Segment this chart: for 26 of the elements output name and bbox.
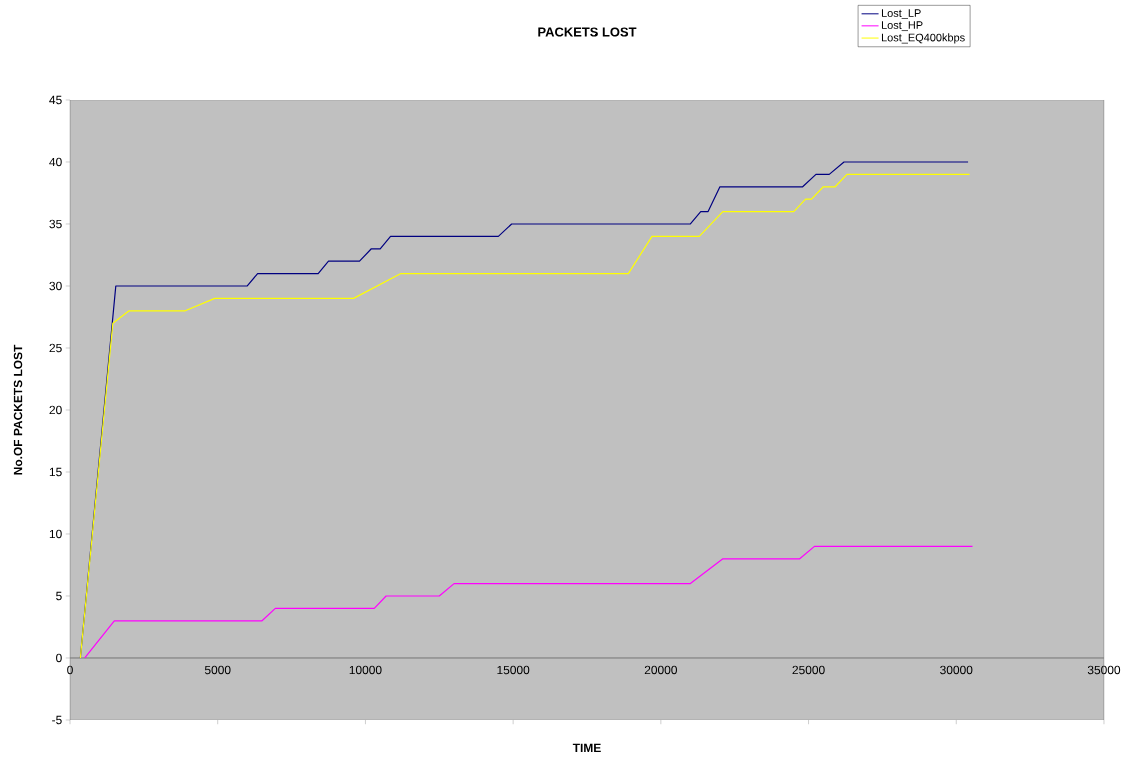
x-tick-label: 25000 bbox=[792, 665, 825, 675]
y-tick-label: 40 bbox=[49, 157, 62, 167]
y-tick-label: 25 bbox=[49, 343, 62, 353]
x-tick-label: 10000 bbox=[349, 665, 382, 675]
y-tick-label: 0 bbox=[56, 653, 62, 663]
x-tick-label: 15000 bbox=[497, 665, 530, 675]
y-tick-label: -5 bbox=[52, 715, 62, 725]
x-tick-label: 20000 bbox=[644, 665, 677, 675]
legend-label: Lost_EQ400kbps bbox=[881, 33, 965, 44]
y-axis-title: No.OF PACKETS LOST bbox=[13, 344, 23, 475]
legend-label: Lost_LP bbox=[881, 9, 921, 20]
y-tick-label: 20 bbox=[49, 405, 62, 415]
x-axis-title: TIME bbox=[572, 743, 601, 752]
x-tick-label: 5000 bbox=[204, 665, 231, 675]
y-tick-label: 15 bbox=[49, 467, 62, 477]
legend-label: Lost_HP bbox=[881, 21, 923, 32]
line-series bbox=[84, 545, 974, 659]
y-tick-label: 45 bbox=[49, 95, 62, 105]
x-tick-label: 30000 bbox=[940, 665, 973, 675]
x-tick-label: 0 bbox=[67, 665, 73, 675]
y-tick-label: 35 bbox=[49, 219, 62, 229]
y-tick-label: 10 bbox=[49, 529, 62, 539]
chart-title: PACKETS LOST bbox=[538, 27, 637, 37]
y-tick-label: 5 bbox=[56, 591, 62, 601]
x-tick-label: 35000 bbox=[1087, 665, 1121, 675]
y-tick-label: 30 bbox=[49, 281, 62, 291]
